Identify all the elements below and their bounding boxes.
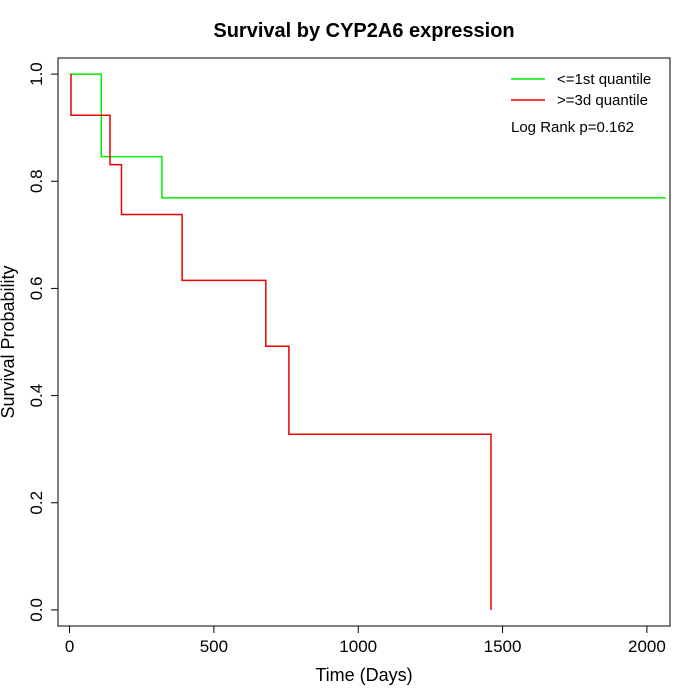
y-tick-label: 0.4 (27, 384, 46, 408)
y-axis: 0.0 0.2 0.4 0.6 0.8 1.0 (27, 62, 59, 622)
series-line-1 (70, 74, 492, 610)
x-tick-label: 1000 (339, 637, 377, 656)
y-tick-label: 0.6 (27, 277, 46, 301)
log-rank-annotation: Log Rank p=0.162 (511, 119, 634, 136)
chart-title: Survival by CYP2A6 expression (213, 20, 514, 42)
y-tick-label: 0.0 (27, 598, 46, 622)
x-axis-label: Time (Days) (315, 665, 412, 685)
x-tick-label: 1500 (484, 637, 522, 656)
x-tick-label: 500 (200, 637, 228, 656)
x-tick-label: 2000 (628, 637, 666, 656)
series-layer (69, 73, 666, 610)
y-tick-label: 0.8 (27, 169, 46, 193)
series-line-0 (69, 73, 666, 199)
legend-label-low-quantile: <=1st quantile (557, 71, 651, 88)
y-tick-label: 0.2 (27, 491, 46, 515)
y-tick-label: 1.0 (27, 62, 46, 86)
legend: <=1st quantile >=3d quantile (511, 71, 651, 109)
x-tick-label: 0 (65, 637, 74, 656)
legend-label-high-quantile: >=3d quantile (557, 92, 648, 109)
y-axis-label: Survival Probability (0, 265, 18, 418)
x-axis: 0 500 1000 1500 2000 (65, 625, 666, 656)
